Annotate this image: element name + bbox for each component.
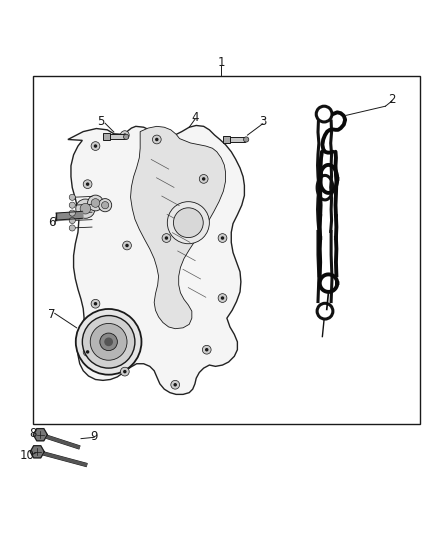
Polygon shape [223,136,230,143]
Circle shape [102,201,109,209]
Polygon shape [103,133,110,140]
Polygon shape [131,126,226,329]
Circle shape [69,210,75,216]
Circle shape [94,144,97,148]
Text: 3: 3 [259,116,266,128]
Polygon shape [110,134,125,140]
Circle shape [120,367,129,376]
Circle shape [202,345,211,354]
Polygon shape [68,125,244,394]
Polygon shape [33,429,47,441]
Circle shape [91,142,100,150]
Circle shape [162,233,171,243]
Circle shape [104,337,113,346]
Text: 4: 4 [191,111,199,124]
Circle shape [199,174,208,183]
Circle shape [221,236,224,240]
Circle shape [69,225,75,231]
Circle shape [123,370,127,374]
Circle shape [83,180,92,189]
Circle shape [82,316,135,368]
Text: 9: 9 [90,430,98,443]
Text: 2: 2 [388,93,396,106]
Circle shape [80,204,91,214]
Circle shape [86,350,89,354]
Text: 8: 8 [29,427,36,440]
Text: 7: 7 [48,308,56,321]
Polygon shape [230,137,245,142]
Circle shape [120,131,129,140]
Circle shape [218,294,227,302]
Text: 1: 1 [217,56,225,69]
Circle shape [88,195,103,211]
Circle shape [69,202,75,208]
Circle shape [76,309,141,375]
Circle shape [173,383,177,386]
Circle shape [155,138,159,141]
Circle shape [99,199,112,212]
Circle shape [69,217,75,223]
Text: 5: 5 [97,116,104,128]
Circle shape [218,233,227,243]
Circle shape [90,324,127,360]
Circle shape [94,302,97,305]
Circle shape [123,241,131,250]
Circle shape [244,137,249,142]
Bar [33,76,420,424]
Circle shape [76,199,95,219]
Circle shape [205,348,208,351]
Circle shape [83,348,92,356]
Circle shape [125,244,129,247]
Circle shape [165,236,168,240]
Text: 10: 10 [20,449,35,462]
Polygon shape [30,446,44,458]
Circle shape [173,208,203,238]
Circle shape [152,135,161,144]
Text: 6: 6 [48,216,56,229]
Circle shape [171,381,180,389]
Circle shape [100,333,117,351]
Circle shape [91,300,100,308]
Circle shape [86,182,89,186]
Circle shape [167,201,209,244]
Circle shape [124,134,129,140]
Circle shape [91,199,100,207]
Circle shape [69,194,75,200]
Circle shape [221,296,224,300]
Circle shape [123,133,127,137]
Circle shape [202,177,205,181]
